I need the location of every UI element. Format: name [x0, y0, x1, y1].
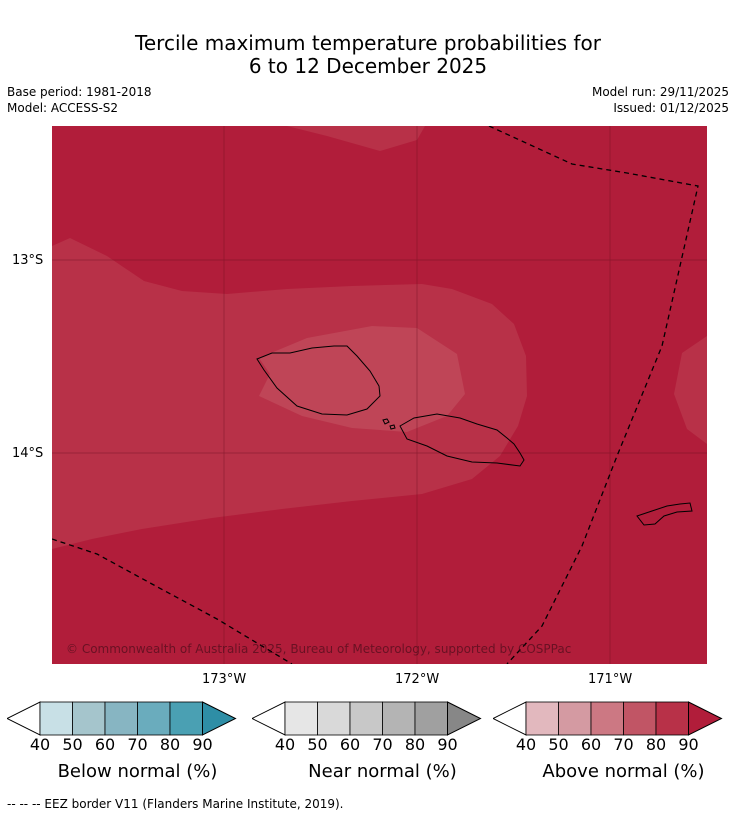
- colorbar-over-triangle: [202, 701, 237, 736]
- colorbar-tick-label: 80: [645, 735, 667, 754]
- probability-band-80-90-north: [287, 126, 425, 151]
- colorbar-2: [252, 701, 482, 736]
- colorbar-tick-label: 70: [613, 735, 634, 754]
- colorbar-tick-label: 80: [404, 735, 426, 754]
- lon-tick-172w: 172°W: [395, 672, 440, 687]
- colorbar-tick-label: 90: [192, 735, 213, 754]
- lon-tick-173w: 173°W: [202, 672, 247, 687]
- small-islet-2: [389, 424, 396, 430]
- colorbar-tick-label: 60: [580, 735, 602, 754]
- colorbar-1: [7, 701, 237, 736]
- colorbar-title: Near normal (%): [308, 761, 457, 782]
- colorbar-segment: [382, 701, 416, 736]
- colorbar-title: Above normal (%): [542, 761, 705, 782]
- islands: [256, 345, 693, 526]
- eez-footnote: -- -- -- EEZ border V11 (Flanders Marine…: [7, 797, 344, 811]
- colorbar-segment: [104, 701, 138, 736]
- colorbar-tick-label: 50: [548, 735, 569, 754]
- colorbar-segment: [558, 701, 592, 736]
- colorbar-segment: [525, 701, 559, 736]
- colorbar-segment: [284, 701, 318, 736]
- colorbar-segment: [137, 701, 171, 736]
- upolu-island: [399, 413, 525, 467]
- probability-band-70-80: [259, 326, 465, 432]
- colorbar-tick-label: 40: [29, 735, 51, 754]
- colorbar-over-triangle: [688, 701, 723, 736]
- colorbar-tick-label: 60: [339, 735, 361, 754]
- map-title-line-1: Tercile maximum temperature probabilitie…: [135, 31, 601, 55]
- gridlines: [52, 126, 707, 664]
- map-title-line-2: 6 to 12 December 2025: [248, 54, 488, 78]
- tutuila-island: [636, 502, 693, 526]
- base-period-label: Base period: 1981-2018: [7, 85, 152, 99]
- colorbar-segment: [623, 701, 657, 736]
- copyright-text: © Commonwealth of Australia 2025, Bureau…: [66, 642, 571, 656]
- colorbar-title: Below normal (%): [57, 761, 218, 782]
- issued-label: Issued: 01/12/2025: [613, 101, 729, 115]
- colorbar-over-triangle: [447, 701, 482, 736]
- colorbar-tick-label: 50: [307, 735, 328, 754]
- colorbar-segment: [169, 701, 203, 736]
- eez-border: [52, 126, 699, 664]
- lat-tick-13s: 13°S: [12, 253, 44, 268]
- colorbar-segment: [655, 701, 689, 736]
- colorbar-tick-label: 70: [372, 735, 393, 754]
- colorbar-tick-label: 50: [62, 735, 83, 754]
- colorbar-tick-label: 40: [274, 735, 296, 754]
- map-panel: © Commonwealth of Australia 2025, Bureau…: [52, 126, 707, 664]
- colorbar-tick-label: 40: [515, 735, 537, 754]
- colorbar-segment: [317, 701, 351, 736]
- colorbar-segment: [414, 701, 448, 736]
- colorbar-tick-label: 70: [127, 735, 148, 754]
- colorbar-tick-label: 90: [678, 735, 699, 754]
- colorbar-tick-label: 90: [437, 735, 458, 754]
- lat-tick-14s: 14°S: [12, 446, 44, 461]
- colorbar-segment: [72, 701, 106, 736]
- lon-tick-171w: 171°W: [588, 672, 633, 687]
- colorbar-tick-label: 80: [159, 735, 181, 754]
- colorbar-segment: [39, 701, 73, 736]
- probability-band-80-90-east: [674, 336, 707, 444]
- model-label: Model: ACCESS-S2: [7, 101, 119, 115]
- colorbar-segment: [349, 701, 383, 736]
- colorbar-under-triangle: [252, 701, 286, 736]
- colorbar-under-triangle: [7, 701, 41, 736]
- small-islet-1: [382, 418, 390, 425]
- colorbar-3: [493, 701, 723, 736]
- savaii-island: [256, 345, 381, 416]
- model-run-label: Model run: 29/11/2025: [591, 85, 729, 99]
- colorbar-under-triangle: [493, 701, 527, 736]
- colorbar-tick-label: 60: [94, 735, 116, 754]
- colorbar-segment: [590, 701, 624, 736]
